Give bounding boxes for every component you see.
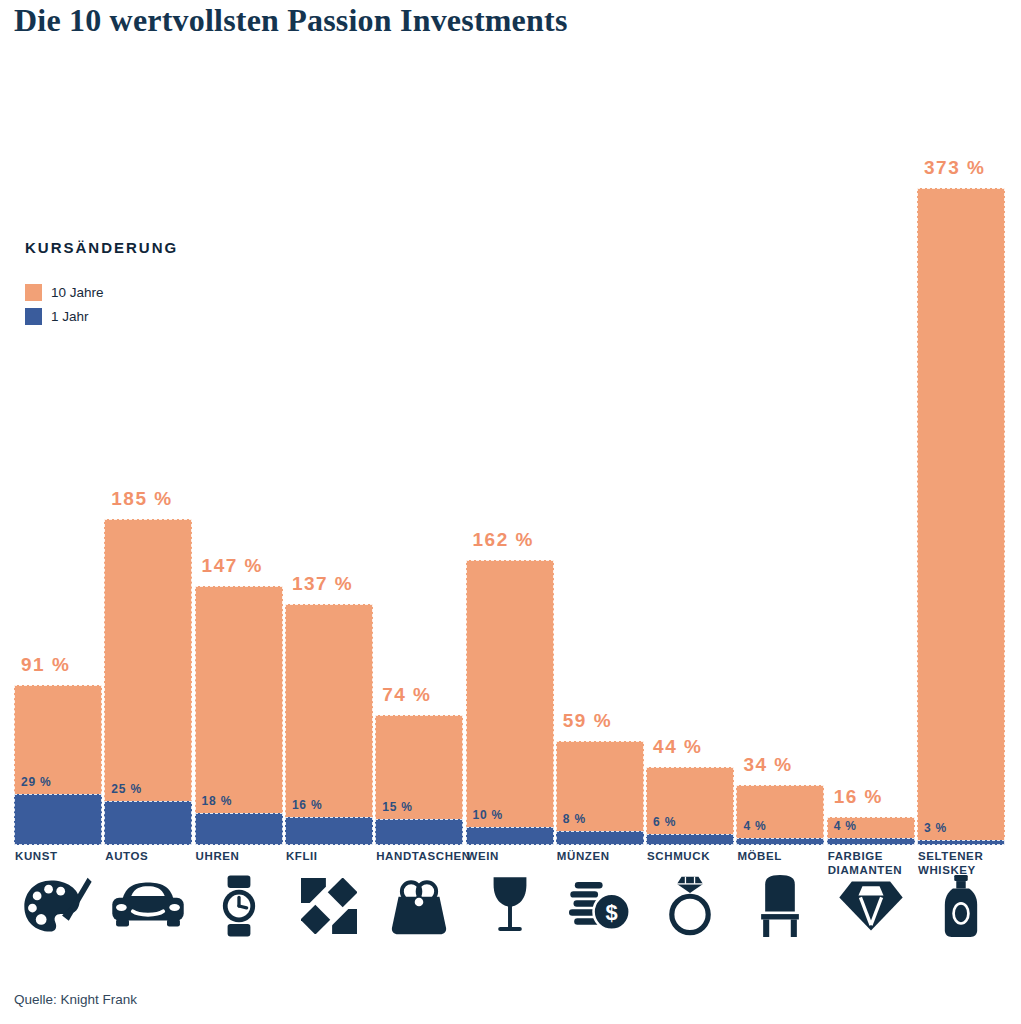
category-icon-cell [466,876,554,940]
category-icon-cell [195,876,283,940]
value-label-10-jahre: 74 % [382,684,431,706]
whiskey-bottle-icon [943,875,979,941]
category-icon-cell [646,876,734,940]
category-label: UHREN [196,849,288,863]
category-label: HANDTASCHEN [376,849,468,863]
category-icon-cell [285,876,373,940]
value-label-1-jahr: 18 % [202,794,233,808]
handbag-icon [389,877,449,939]
bar-1-jahr [195,813,283,845]
bar-chart: 91 % 29 % KUNST 185 % 25 % AUTOS 147 % 18 % UHRE… [0,0,1021,1024]
bar-1-jahr [285,817,373,845]
source-note: Quelle: Knight Frank [14,992,137,1007]
category-label: WEIN [467,849,559,863]
value-label-1-jahr: 29 % [21,775,52,789]
bar-1-jahr [466,827,554,845]
category-label: AUTOS [105,849,197,863]
category-icon-cell [14,876,102,940]
category-icon-cell [917,876,1005,940]
value-label-1-jahr: 10 % [473,808,504,822]
value-label-10-jahre: 185 % [111,488,172,510]
category-icon-cell [375,876,463,940]
value-label-1-jahr: 3 % [924,821,947,835]
value-label-10-jahre: 373 % [924,157,985,179]
value-label-1-jahr: 8 % [563,812,586,826]
infographic-page: Die 10 wertvollsten Passion Investments … [0,0,1021,1024]
value-label-10-jahre: 59 % [563,710,612,732]
kflii-pattern-icon [301,878,357,938]
bar-1-jahr [14,794,102,845]
svg-text:$: $ [605,900,617,925]
value-label-1-jahr: 4 % [743,819,766,833]
bar-1-jahr [104,801,192,845]
watch-icon [220,875,258,941]
value-label-10-jahre: 44 % [653,736,702,758]
category-label: SELTENER WHISKEY [918,849,1010,877]
category-icon-cell: $ [556,876,644,940]
coins-icon: $ [569,879,631,937]
bar-10-jahre [556,741,644,845]
wine-glass-icon [489,875,531,941]
value-label-10-jahre: 91 % [21,654,70,676]
value-label-1-jahr: 4 % [834,819,857,833]
bar-1-jahr [375,819,463,845]
bar-1-jahr [917,840,1005,845]
bar-10-jahre [104,519,192,845]
category-icon-cell [104,876,192,940]
chair-icon [761,875,799,941]
ring-icon [664,875,716,941]
category-icon-cell [827,876,915,940]
car-icon [110,879,186,937]
bar-1-jahr [736,838,824,845]
bar-1-jahr [827,838,915,845]
bar-10-jahre [917,188,1005,845]
value-label-1-jahr: 25 % [111,782,142,796]
category-label: MÜNZEN [557,849,649,863]
category-label: FARBIGE DIAMANTEN [828,849,920,877]
category-icon-cell [736,876,824,940]
palette-icon [23,877,93,939]
bar-1-jahr [646,834,734,845]
bar-10-jahre [736,785,824,845]
bar-10-jahre [466,560,554,845]
diamond-icon [838,880,904,936]
value-label-1-jahr: 15 % [382,800,413,814]
value-label-10-jahre: 137 % [292,573,353,595]
category-label: MÖBEL [737,849,829,863]
value-label-10-jahre: 162 % [473,529,534,551]
category-label: KFLII [286,849,378,863]
bar-1-jahr [556,831,644,845]
value-label-1-jahr: 6 % [653,815,676,829]
value-label-1-jahr: 16 % [292,798,323,812]
value-label-10-jahre: 34 % [743,754,792,776]
value-label-10-jahre: 147 % [202,555,263,577]
category-label: KUNST [15,849,107,863]
value-label-10-jahre: 16 % [834,786,883,808]
category-label: SCHMUCK [647,849,739,863]
